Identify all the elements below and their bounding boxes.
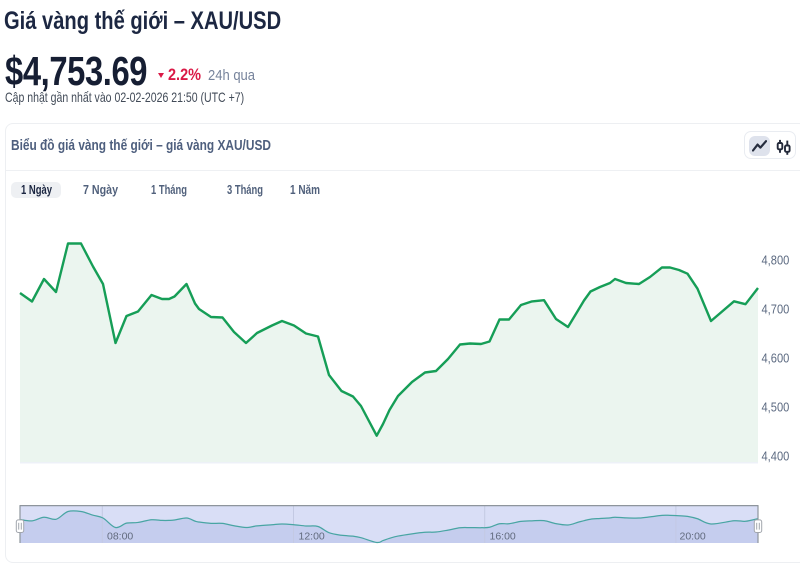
svg-text:4,400: 4,400 — [762, 450, 790, 464]
svg-text:12:00: 12:00 — [299, 531, 325, 543]
svg-text:4,800: 4,800 — [762, 253, 790, 267]
svg-text:08:00: 08:00 — [107, 531, 133, 543]
svg-text:4,700: 4,700 — [762, 302, 790, 316]
svg-text:20:00: 20:00 — [680, 531, 706, 543]
svg-text:4,500: 4,500 — [762, 401, 790, 415]
svg-text:16:00: 16:00 — [490, 531, 516, 543]
svg-text:4,600: 4,600 — [762, 352, 790, 366]
